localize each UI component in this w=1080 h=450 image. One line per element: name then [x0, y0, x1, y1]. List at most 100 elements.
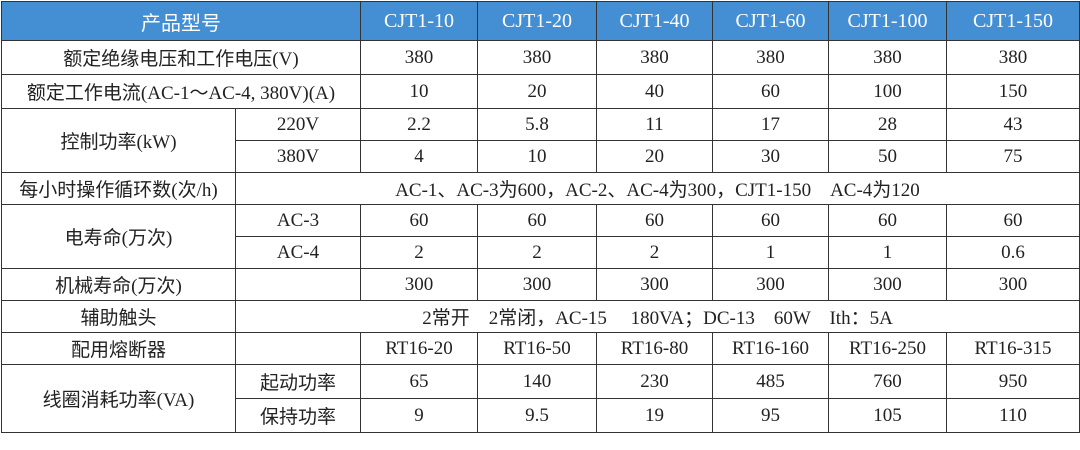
value-cell: 1	[712, 236, 829, 269]
table-row: AC-4 2 2 2 1 1 0.6	[2, 236, 1080, 269]
row-label: 额定绝缘电压和工作电压(V)	[1, 40, 361, 75]
value-cell: 60	[712, 204, 829, 237]
model-header: CJT1-10	[360, 1, 478, 41]
value-cell: 10	[360, 74, 478, 109]
value-cell: 4	[360, 140, 478, 173]
value-cell: 380	[477, 40, 597, 75]
value-cell: 20	[477, 74, 597, 109]
value-cell: 300	[712, 268, 829, 301]
model-header: CJT1-20	[477, 1, 597, 41]
model-header: CJT1-60	[712, 1, 829, 41]
empty-cell	[235, 268, 361, 301]
value-cell: 30	[712, 140, 829, 173]
table-row: 电寿命(万次) AC-3 60 60 60 60 60 60	[1, 204, 1080, 269]
value-cell: 2	[477, 236, 597, 269]
value-cell: 40	[596, 74, 713, 109]
row-value: 2常开 2常闭，AC-15 180VA；DC-13 60W Ith：5A	[235, 300, 1080, 333]
table-row: 每小时操作循环数(次/h) AC-1、AC-3为600，AC-2、AC-4为30…	[1, 172, 1080, 205]
value-cell: RT16-250	[828, 332, 947, 365]
value-cell: 380	[596, 40, 713, 75]
value-cell: 150	[946, 74, 1080, 109]
value-cell: 9.5	[477, 398, 597, 433]
value-cell: 20	[596, 140, 713, 173]
model-header: CJT1-40	[596, 1, 713, 41]
value-cell: RT16-50	[477, 332, 597, 365]
value-cell: 19	[596, 398, 713, 433]
value-cell: RT16-160	[712, 332, 829, 365]
value-cell: 60	[946, 204, 1080, 237]
row-label: 每小时操作循环数(次/h)	[1, 172, 236, 205]
value-cell: RT16-20	[360, 332, 478, 365]
header-label: 产品型号	[1, 1, 361, 41]
value-cell: 95	[712, 398, 829, 433]
table-row: 机械寿命(万次) 300 300 300 300 300 300	[1, 268, 1080, 301]
table-row: 保持功率 9 9.5 19 95 105 110	[2, 398, 1080, 433]
row-label: 线圈消耗功率(VA)	[1, 364, 236, 433]
sub-label: 220V	[235, 108, 361, 141]
table-row: 控制功率(kW) 220V 2.2 5.8 11 17 28 43	[1, 108, 1080, 173]
value-cell: 17	[712, 108, 829, 141]
model-header: CJT1-150	[946, 1, 1080, 41]
value-cell: 380	[360, 40, 478, 75]
value-cell: 300	[360, 268, 478, 301]
value-cell: 9	[360, 398, 478, 433]
value-cell: 60	[477, 204, 597, 237]
value-cell: 60	[712, 74, 829, 109]
value-cell: 485	[712, 364, 829, 399]
value-cell: 380	[828, 40, 947, 75]
value-cell: 230	[596, 364, 713, 399]
table-row: 配用熔断器 RT16-20 RT16-50 RT16-80 RT16-160 RT16-…	[1, 332, 1080, 365]
sub-label: AC-3	[235, 204, 361, 237]
value-cell: 1	[828, 236, 947, 269]
value-cell: 380	[946, 40, 1080, 75]
model-header: CJT1-100	[828, 1, 947, 41]
value-cell: 110	[946, 398, 1080, 433]
spec-table: 产品型号 CJT1-10 CJT1-20 CJT1-40 CJT1-60 CJT…	[1, 1, 1080, 433]
row-label: 机械寿命(万次)	[1, 268, 236, 301]
value-cell: 380	[712, 40, 829, 75]
row-value: AC-1、AC-3为600，AC-2、AC-4为300，CJT1-150 AC-…	[235, 172, 1080, 205]
value-cell: 60	[596, 204, 713, 237]
table-row: 辅助触头 2常开 2常闭，AC-15 180VA；DC-13 60W Ith：5…	[1, 300, 1080, 333]
empty-cell	[235, 332, 361, 365]
row-label: 辅助触头	[1, 300, 236, 333]
table-row: 380V 4 10 20 30 50 75	[2, 140, 1080, 173]
row-label: 控制功率(kW)	[1, 108, 236, 173]
sub-label: 380V	[235, 140, 361, 173]
value-cell: 2	[596, 236, 713, 269]
value-cell: 100	[828, 74, 947, 109]
value-cell: 2.2	[360, 108, 478, 141]
sub-label: 起动功率	[235, 364, 361, 399]
header-row: 产品型号 CJT1-10 CJT1-20 CJT1-40 CJT1-60 CJT…	[1, 1, 1080, 41]
value-cell: 43	[946, 108, 1080, 141]
row-label: 电寿命(万次)	[1, 204, 236, 269]
sub-label: 保持功率	[235, 398, 361, 433]
value-cell: 300	[946, 268, 1080, 301]
row-label: 额定工作电流(AC-1～AC-4, 380V)(A)	[1, 74, 361, 109]
value-cell: 10	[477, 140, 597, 173]
value-cell: 300	[477, 268, 597, 301]
row-label: 配用熔断器	[1, 332, 236, 365]
value-cell: 760	[828, 364, 947, 399]
value-cell: 60	[828, 204, 947, 237]
value-cell: 11	[596, 108, 713, 141]
value-cell: 28	[828, 108, 947, 141]
sub-label: AC-4	[235, 236, 361, 269]
value-cell: 140	[477, 364, 597, 399]
value-cell: 950	[946, 364, 1080, 399]
value-cell: 65	[360, 364, 478, 399]
value-cell: 60	[360, 204, 478, 237]
table-row: 线圈消耗功率(VA) 起动功率 65 140 230 485 760 950	[1, 364, 1080, 433]
value-cell: 300	[596, 268, 713, 301]
value-cell: 5.8	[477, 108, 597, 141]
value-cell: 50	[828, 140, 947, 173]
value-cell: 300	[828, 268, 947, 301]
table-row: 额定绝缘电压和工作电压(V) 380 380 380 380 380 380	[1, 40, 1080, 75]
value-cell: 0.6	[946, 236, 1080, 269]
table-row: 额定工作电流(AC-1～AC-4, 380V)(A) 10 20 40 60 100 15…	[1, 74, 1080, 109]
value-cell: RT16-315	[946, 332, 1080, 365]
value-cell: 75	[946, 140, 1080, 173]
value-cell: RT16-80	[596, 332, 713, 365]
value-cell: 105	[828, 398, 947, 433]
value-cell: 2	[360, 236, 478, 269]
